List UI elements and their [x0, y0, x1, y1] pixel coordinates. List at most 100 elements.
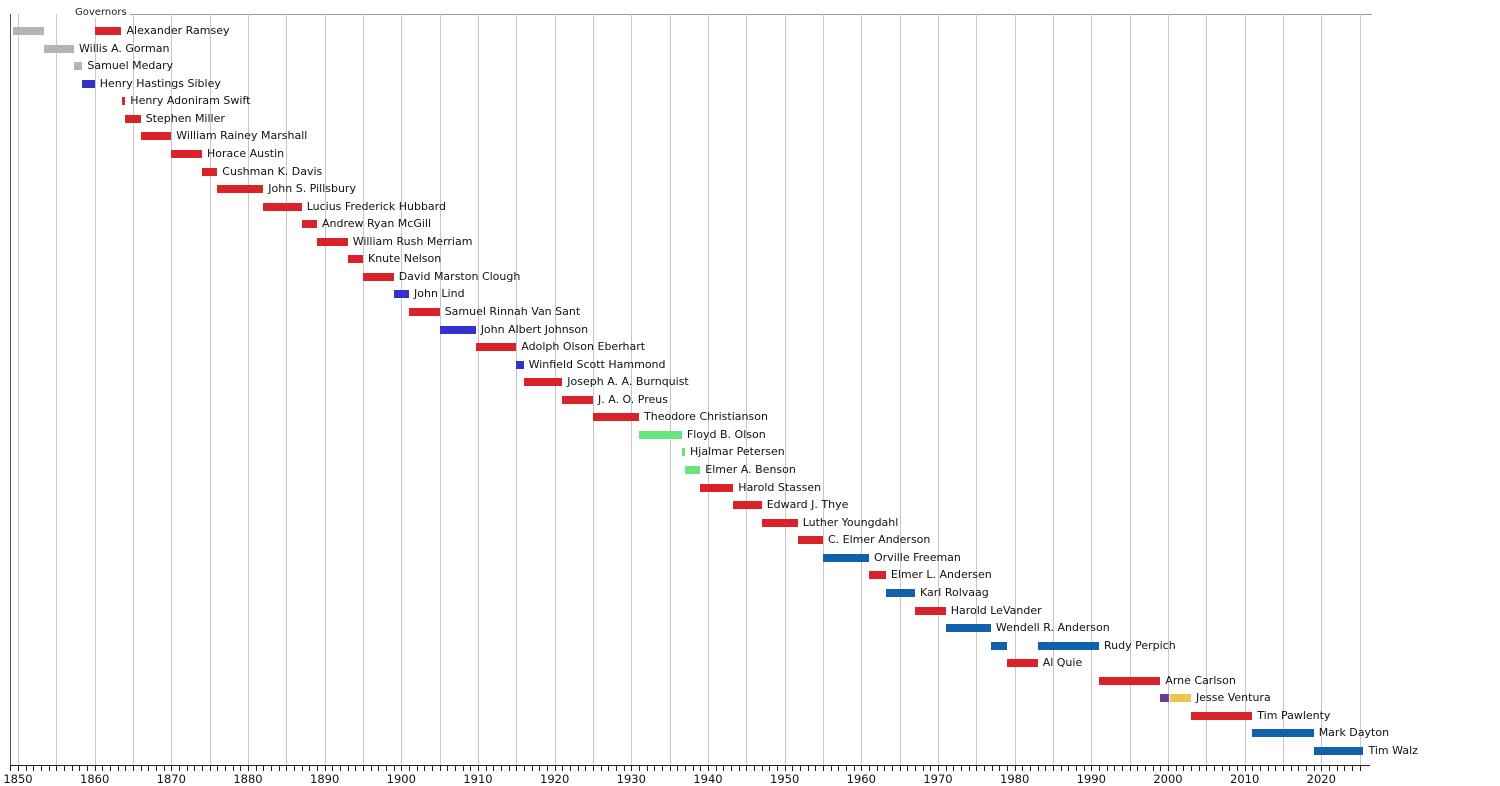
axis-tick [1152, 766, 1154, 771]
axis-tick [1014, 766, 1016, 771]
axis-tick [1283, 766, 1284, 771]
axis-tick [1191, 766, 1192, 771]
axis-tick [915, 766, 916, 771]
axis-tick [271, 766, 272, 771]
governor-label: Lucius Frederick Hubbard [306, 199, 446, 213]
axis-tick-label-1960: 1960 [846, 772, 876, 786]
gridline-year-1860 [94, 14, 96, 765]
axis-tick-label-1870: 1870 [156, 772, 186, 786]
axis-tick [225, 766, 226, 771]
axis-tick-label-1980: 1980 [1000, 772, 1030, 786]
axis-tick [884, 766, 886, 771]
gridline-year-1905 [439, 14, 441, 765]
axis-tick [455, 766, 456, 771]
governor-label: Arne Carlson [1165, 673, 1236, 687]
gridline-year-1865 [133, 14, 134, 765]
axis-tick [133, 766, 134, 771]
axis-tick [485, 766, 487, 771]
axis-tick [807, 766, 809, 771]
axis-tick-label-1970: 1970 [923, 772, 953, 786]
governor-label: Elmer L. Andersen [890, 568, 992, 582]
governor-label: Luther Youngdahl [802, 515, 899, 529]
axis-tick [685, 766, 686, 771]
axis-tick [1252, 766, 1254, 771]
axis-tick [1298, 766, 1300, 771]
axis-tick [117, 766, 119, 771]
gridline-year-1910 [478, 14, 479, 765]
axis-tick [577, 766, 579, 771]
axis-tick [317, 766, 318, 771]
axis-tick [1007, 766, 1008, 771]
governor-label: Cushman K. Davis [222, 164, 323, 178]
axis-tick [562, 766, 564, 771]
header-rule [126, 14, 1372, 15]
axis-tick [738, 766, 740, 771]
gridline-year-2000 [1168, 14, 1169, 765]
axis-tick [823, 766, 824, 771]
axis-tick [1053, 766, 1054, 771]
axis-tick [179, 766, 180, 771]
axis-tick [309, 766, 311, 771]
axis-tick-label-1940: 1940 [693, 772, 723, 786]
axis-tick [861, 766, 863, 771]
term-bar-republican [797, 536, 823, 545]
term-bar-dfl [1252, 729, 1314, 738]
axis-tick [899, 766, 901, 771]
axis-tick [424, 766, 426, 771]
term-bar-republican [347, 255, 363, 264]
axis-tick-label-1860: 1860 [80, 772, 110, 786]
gridline-year-1925 [593, 14, 594, 765]
axis-tick [87, 766, 88, 771]
axis-tick [64, 766, 65, 771]
term-bar-republican [171, 149, 202, 158]
axis-tick [171, 766, 173, 771]
axis-tick [370, 766, 372, 771]
axis-tick [1321, 766, 1323, 771]
axis-tick [263, 766, 265, 771]
x-axis-line [10, 765, 1370, 766]
axis-tick-label-1900: 1900 [386, 772, 416, 786]
axis-tick [585, 766, 587, 771]
axis-tick [1030, 766, 1031, 771]
governor-label: Adolph Olson Eberhart [521, 340, 646, 354]
axis-tick [1106, 766, 1108, 771]
axis-tick [976, 766, 978, 771]
axis-tick [301, 766, 303, 771]
gridline-year-1895 [363, 14, 364, 765]
axis-tick-label-1920: 1920 [540, 772, 570, 786]
axis-tick [830, 766, 832, 771]
axis-tick [1045, 766, 1047, 771]
gridline-year-1885 [286, 14, 288, 765]
governor-label: Horace Austin [207, 146, 285, 160]
axis-tick [186, 766, 188, 771]
axis-tick [539, 766, 541, 771]
governor-label: Edward J. Thye [766, 498, 849, 512]
axis-tick [631, 766, 633, 771]
axis-tick [700, 766, 702, 771]
axis-tick [846, 766, 847, 771]
axis-tick [194, 766, 196, 771]
governor-label: Rudy Perpich [1104, 638, 1176, 652]
axis-tick [692, 766, 694, 771]
axis-tick [110, 766, 111, 771]
governor-label: Henry Hastings Sibley [99, 76, 221, 90]
axis-tick [386, 766, 387, 771]
axis-tick [432, 766, 433, 771]
term-bar-republican [915, 606, 946, 615]
axis-tick [140, 766, 142, 771]
axis-tick [1313, 766, 1315, 771]
gridline-year-1990 [1091, 14, 1093, 765]
governor-label: Samuel Rinnah Van Sant [444, 305, 581, 318]
axis-tick [524, 766, 525, 771]
axis-tick-label-2020: 2020 [1306, 772, 1336, 786]
governor-label: Andrew Ryan McGill [322, 217, 432, 231]
governor-label: Stephen Miller [145, 111, 225, 125]
axis-tick [1022, 766, 1024, 771]
axis-tick [608, 766, 610, 771]
governor-label: Orville Freeman [874, 550, 961, 564]
axis-tick [278, 766, 280, 771]
axis-tick [493, 766, 495, 771]
governor-label: Elmer A. Benson [705, 463, 796, 476]
axis-tick [248, 766, 249, 771]
term-bar-independence [1169, 694, 1191, 703]
